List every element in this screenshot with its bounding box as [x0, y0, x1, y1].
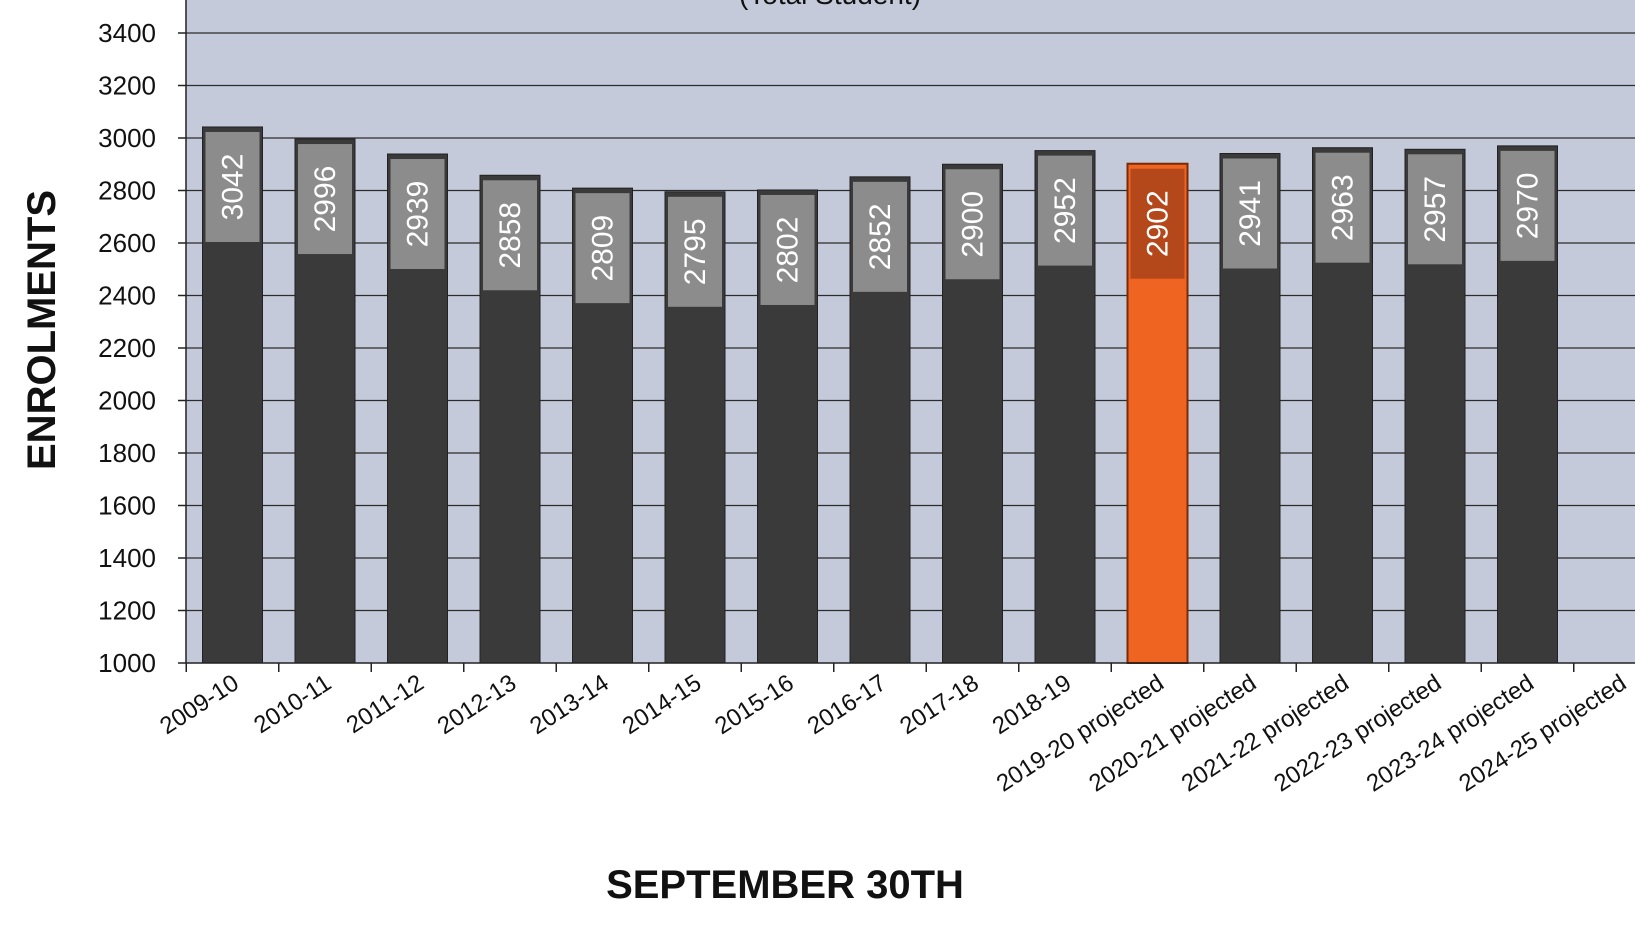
plot-area: 3042 2996 2939 2858 2809 2795 2802 2852 2900 2952… — [185, 0, 1635, 664]
bar-value-label: 2939 — [402, 181, 435, 248]
x-tick-label: 2019-20 projected — [992, 669, 1169, 797]
x-tick-label: 2023-24 projected — [1362, 669, 1539, 797]
bar-value-label: 2809 — [587, 215, 620, 282]
bar-value-label: 2970 — [1512, 173, 1545, 240]
bar-label-band — [1223, 158, 1277, 269]
bar-value-label: 2902 — [1142, 190, 1175, 257]
bar-value-label: 3042 — [217, 154, 250, 221]
x-tick-label: 2015-16 — [710, 669, 799, 740]
y-tick-label: 2200 — [98, 333, 156, 363]
x-tick-label: 2012-13 — [433, 669, 522, 740]
bars: 3042 2996 2939 2858 2809 2795 2802 2852 2900 2952… — [202, 126, 1558, 664]
bar-label-band — [853, 181, 907, 292]
x-tick-label: 2014-15 — [618, 669, 707, 740]
y-tick-label: 3200 — [98, 71, 156, 101]
bar-value-label: 2996 — [309, 166, 342, 233]
y-axis-title: ENROLMENTS — [20, 190, 64, 470]
bar-label-band — [1038, 155, 1092, 266]
x-tick-label: 2010-11 — [249, 669, 336, 739]
y-tick-label: 2600 — [98, 228, 156, 258]
bar-value-label: 2802 — [772, 217, 805, 284]
y-tick-label: 1800 — [98, 438, 156, 468]
chart-title: (Total Student) — [739, 0, 921, 10]
bar-value-label: 2900 — [957, 191, 990, 258]
bar-label-band — [575, 193, 630, 304]
x-tick-label: 2009-10 — [155, 669, 244, 740]
bar-value-label: 2858 — [494, 202, 527, 269]
bar-label-band — [390, 159, 445, 270]
x-tick-label: 2013-14 — [525, 669, 614, 740]
bar-label-band — [1130, 168, 1185, 279]
x-tick-label: 2021-22 projected — [1177, 669, 1354, 797]
bar-value-label: 2795 — [679, 218, 712, 285]
x-tick-label: 2024-25 projected — [1454, 669, 1631, 797]
x-tick-label: 2020-21 projected — [1084, 669, 1261, 797]
y-tick-label: 2800 — [98, 176, 156, 206]
bar-label-band — [668, 196, 722, 307]
bar-value-label: 2963 — [1327, 174, 1360, 241]
bar-label-band — [483, 180, 537, 291]
y-tick-label: 3400 — [98, 18, 156, 48]
x-tick-label: 2011-12 — [342, 669, 429, 739]
bar-value-label: 2952 — [1049, 177, 1082, 244]
bar-label-band — [1500, 150, 1555, 261]
y-tick-labels: 1000 1200 1400 1600 1800 2000 2200 2400 2600 2800… — [98, 18, 186, 678]
bar-label-band — [205, 131, 260, 242]
y-tick-label: 1200 — [98, 596, 156, 626]
bar-label-band — [760, 194, 815, 305]
y-tick-label: 2400 — [98, 281, 156, 311]
y-tick-label: 1400 — [98, 543, 156, 573]
bar-value-label: 2941 — [1234, 180, 1267, 247]
bar-label-band — [1408, 154, 1462, 265]
y-tick-label: 2000 — [98, 386, 156, 416]
bar-value-label: 2957 — [1419, 176, 1452, 243]
axes — [185, 0, 1635, 664]
bar-label-band — [298, 144, 352, 255]
bar-label-band — [1315, 152, 1370, 263]
bar-label-band — [945, 169, 1000, 280]
x-tick-labels: 2009-10 2010-11 2011-12 2012-13 2013-14 2014-… — [155, 663, 1631, 797]
y-tick-label: 3000 — [98, 123, 156, 153]
x-tick-label: 2017-18 — [895, 669, 984, 740]
y-tick-label: 1600 — [98, 491, 156, 521]
x-axis-title: SEPTEMBER 30TH — [606, 863, 964, 907]
x-tick-label: 2022-23 projected — [1269, 669, 1446, 797]
bar-value-label: 2852 — [864, 203, 897, 270]
y-tick-label: 1000 — [98, 648, 156, 678]
x-tick-label: 2016-17 — [803, 669, 892, 740]
